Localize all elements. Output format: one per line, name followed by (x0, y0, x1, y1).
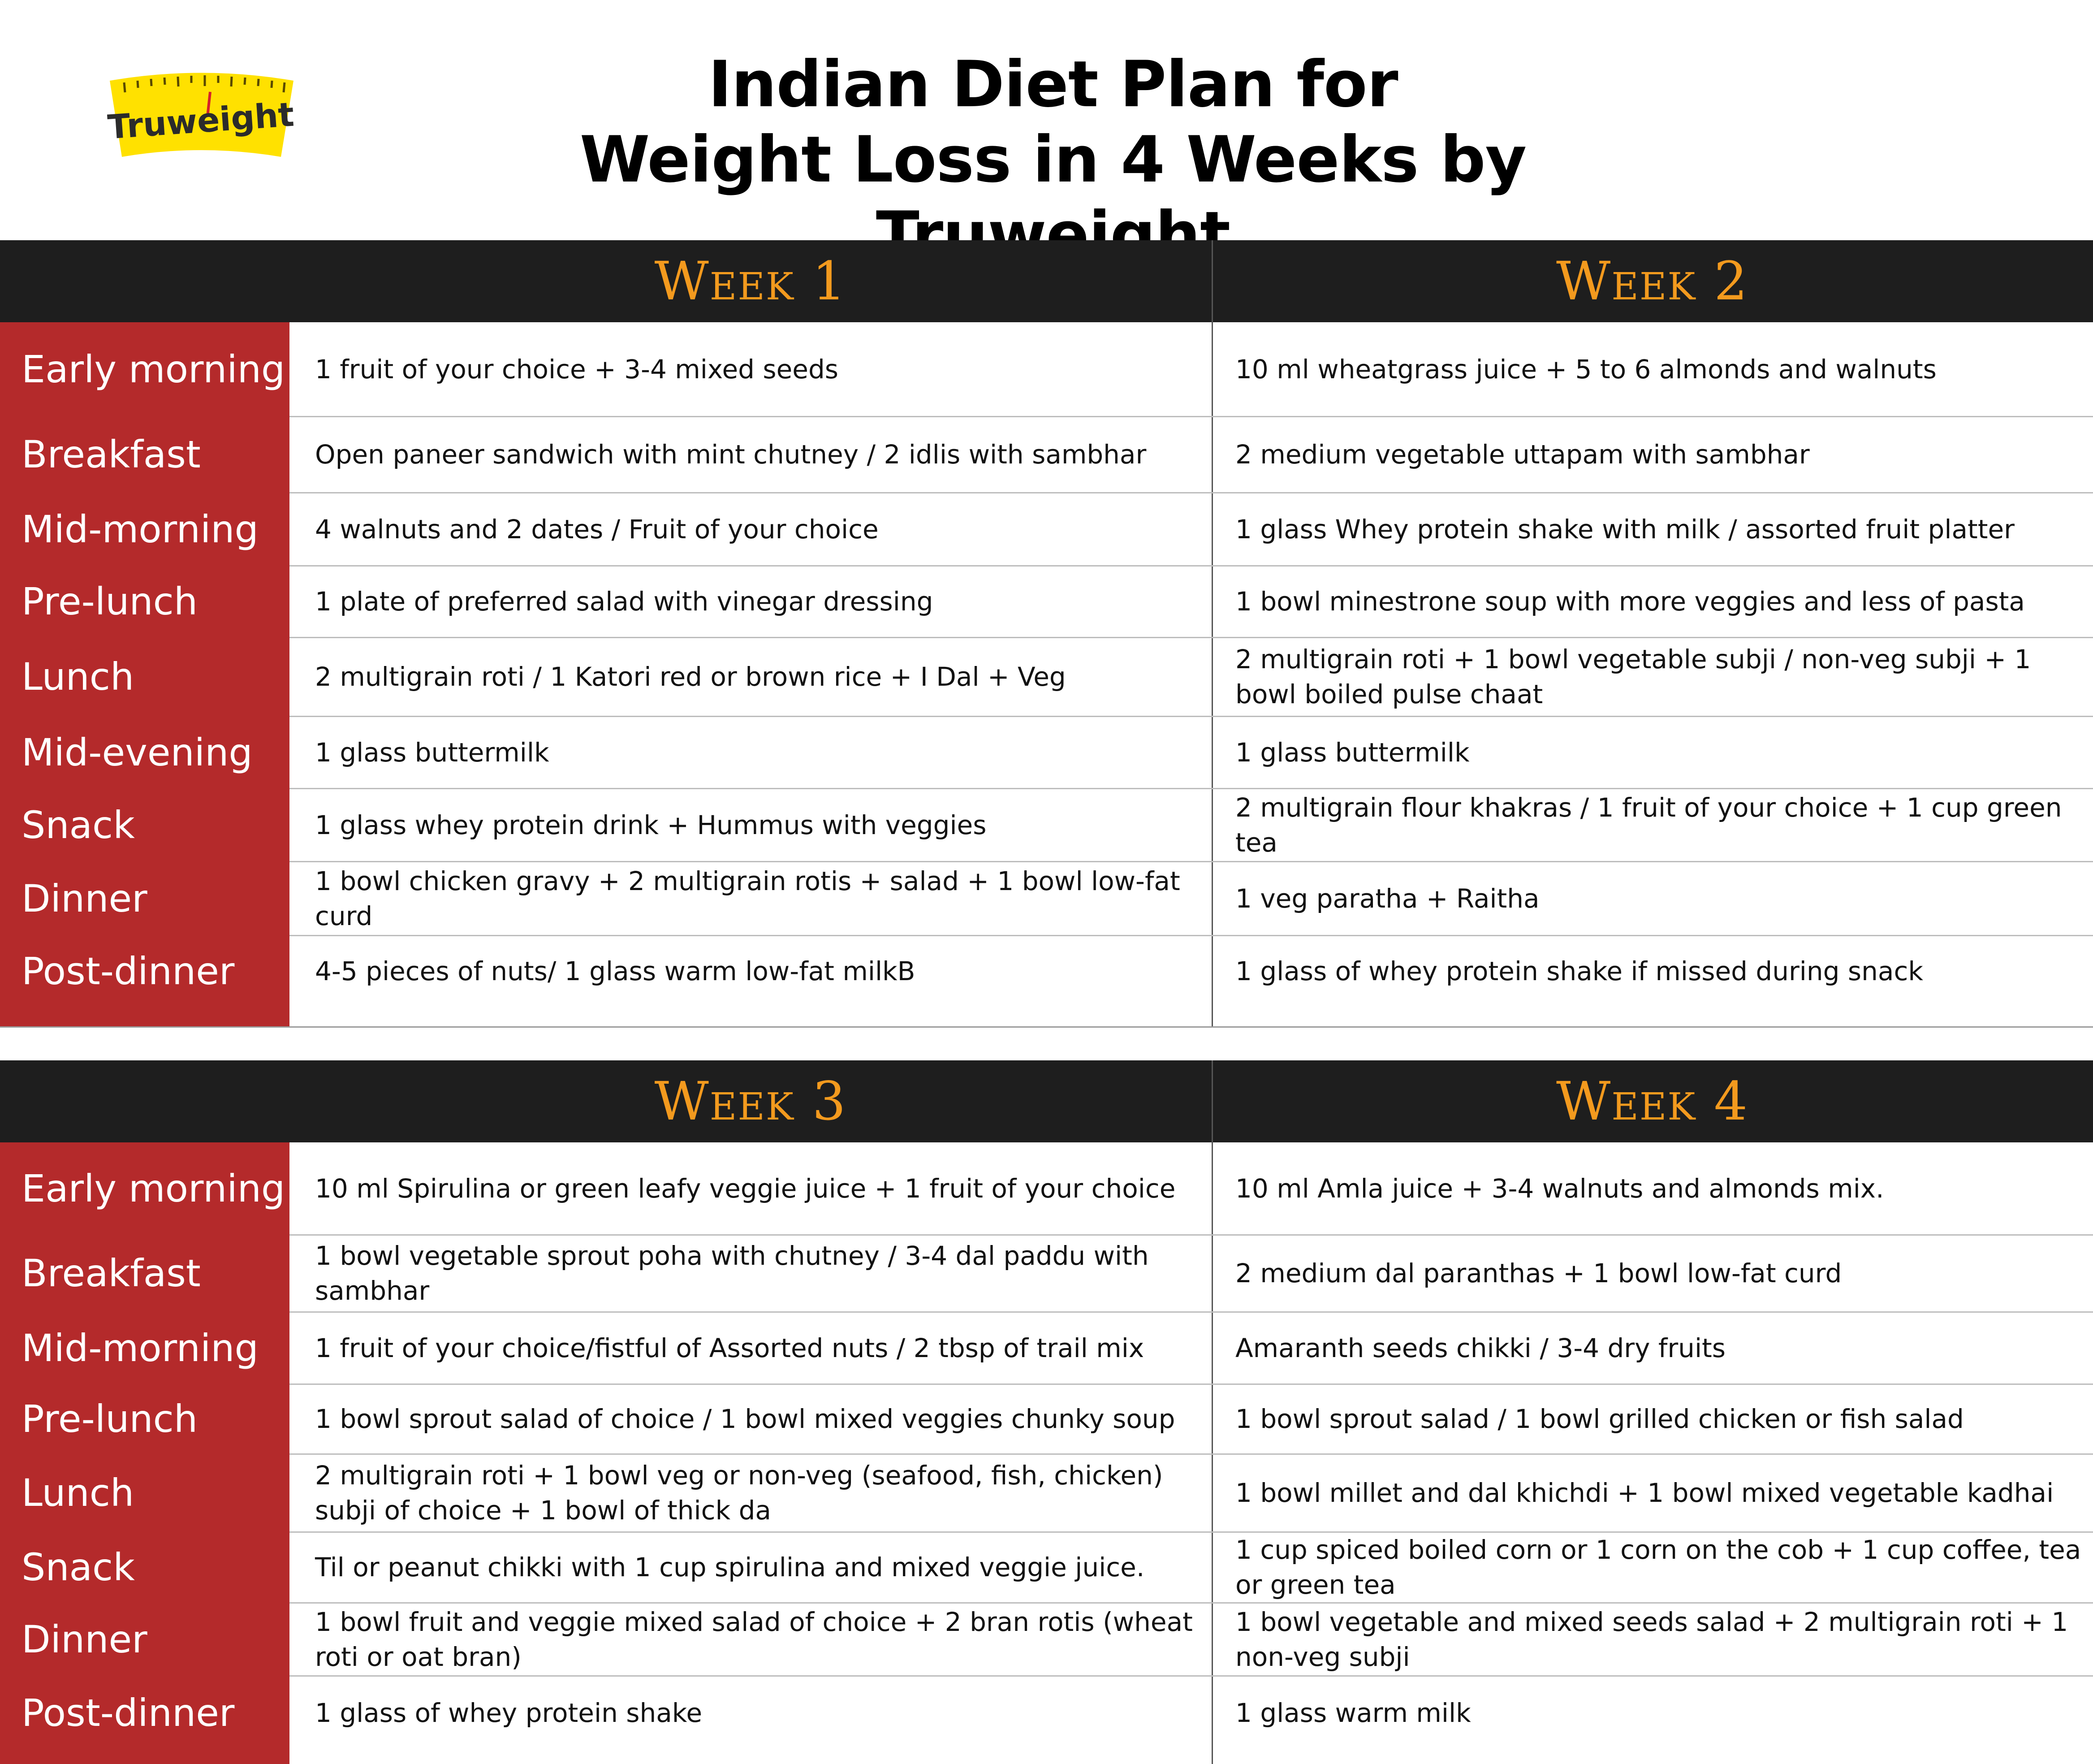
table-row: Pre-lunch 1 bowl sprout salad of choice … (0, 1384, 2093, 1454)
week-2-cell: 2 multigrain flour khakras / 1 fruit of … (1235, 792, 2062, 858)
week-2-cell: 1 veg paratha + Raitha (1235, 883, 1540, 914)
week-1-cell: 4-5 pieces of nuts/ 1 glass warm low-fat… (315, 956, 915, 986)
week-2-cell: 2 multigrain roti + 1 bowl vegetable sub… (1235, 644, 2031, 709)
table-row: Lunch 2 multigrain roti / 1 Katori red o… (0, 637, 2093, 716)
table-row: Breakfast Open paneer sandwich with mint… (0, 416, 2093, 493)
week-2-cell: 10 ml wheatgrass juice + 5 to 6 almonds … (1235, 354, 1937, 385)
week-3-cell: 1 bowl fruit and veggie mixed salad of c… (315, 1606, 1193, 1672)
week-4-cell: 10 ml Amla juice + 3-4 walnuts and almon… (1235, 1173, 1884, 1204)
column-divider (1212, 240, 1213, 1026)
row-label: Post-dinner (22, 949, 235, 993)
week-3-cell: Til or peanut chikki with 1 cup spirulin… (315, 1552, 1145, 1582)
row-label: Breakfast (22, 432, 201, 476)
week-1-cell: 1 glass whey protein drink + Hummus with… (315, 809, 987, 840)
table-row: Post-dinner 4-5 pieces of nuts/ 1 glass … (0, 935, 2093, 1007)
week-3-title: Week 3 (654, 1070, 847, 1132)
meal-label-column (0, 1142, 289, 1764)
table-row: Early morning 10 ml Spirulina or green l… (0, 1142, 2093, 1235)
table-row: Snack Til or peanut chikki with 1 cup sp… (0, 1532, 2093, 1603)
week-3-cell: 2 multigrain roti + 1 bowl veg or non-ve… (315, 1460, 1163, 1526)
week-4-title: Week 4 (1556, 1070, 1749, 1132)
week-4-cell: 1 glass warm milk (1235, 1698, 1471, 1728)
row-divider (289, 788, 2093, 789)
row-divider (289, 716, 2093, 717)
row-label: Mid-morning (22, 1326, 259, 1370)
row-label: Dinner (22, 876, 147, 921)
title-line-1: Indian Diet Plan for (708, 48, 1398, 121)
table-row: Snack 1 glass whey protein drink + Hummu… (0, 788, 2093, 861)
week-4-cell: 1 bowl millet and dal khichdi + 1 bowl m… (1235, 1478, 2054, 1508)
week-1-cell: 1 fruit of your choice + 3-4 mixed seeds (315, 354, 839, 385)
row-divider (289, 935, 2093, 936)
row-label: Mid-morning (22, 507, 259, 551)
week-2-cell: 1 glass of whey protein shake if missed … (1235, 956, 1923, 986)
meal-label-column (0, 322, 289, 1026)
week-1-cell: 1 bowl chicken gravy + 2 multigrain roti… (315, 865, 1180, 931)
week-4-cell: 2 medium dal paranthas + 1 bowl low-fat … (1235, 1258, 1842, 1288)
row-divider (289, 565, 2093, 566)
week-2-title: Week 2 (1556, 250, 1749, 312)
week-3-cell: 10 ml Spirulina or green leafy veggie ju… (315, 1173, 1176, 1204)
week-3-cell: 1 bowl vegetable sprout poha with chutne… (315, 1241, 1149, 1306)
table-row: Mid-evening 1 glass buttermilk 1 glass b… (0, 716, 2093, 788)
week-4-cell: 1 bowl sprout salad / 1 bowl grilled chi… (1235, 1404, 1964, 1434)
week-header-bar: Week 3 Week 4 (0, 1060, 2093, 1142)
week-1-cell: Open paneer sandwich with mint chutney /… (315, 439, 1147, 470)
row-label: Snack (22, 1545, 135, 1589)
row-divider (289, 1602, 2093, 1604)
week-4-cell: 1 bowl vegetable and mixed seeds salad +… (1235, 1606, 2068, 1672)
row-divider (289, 1675, 2093, 1677)
weeks-3-4-table: Week 3 Week 4 Early morning 10 ml Spirul… (0, 1060, 2093, 1764)
week-1-cell: 1 plate of preferred salad with vinegar … (315, 586, 933, 617)
week-4-cell: Amaranth seeds chikki / 3-4 dry fruits (1235, 1332, 1726, 1363)
row-label: Early morning (22, 1167, 285, 1211)
column-divider (1212, 1060, 1213, 1764)
row-label: Early morning (22, 347, 285, 391)
row-divider (289, 1384, 2093, 1385)
table-row: Mid-morning 1 fruit of your choice/fistf… (0, 1312, 2093, 1384)
row-divider (289, 1453, 2093, 1455)
row-label: Breakfast (22, 1251, 201, 1295)
week-2-cell: 1 glass Whey protein shake with milk / a… (1235, 514, 2015, 545)
week-1-cell: 1 glass buttermilk (315, 737, 549, 768)
row-divider (289, 1234, 2093, 1236)
truweight-logo: Truweight (106, 67, 297, 166)
row-divider (289, 416, 2093, 417)
row-label: Dinner (22, 1617, 147, 1661)
row-label: Lunch (22, 1471, 134, 1515)
week-1-title: Week 1 (654, 250, 847, 312)
week-3-cell: 1 bowl sprout salad of choice / 1 bowl m… (315, 1404, 1175, 1434)
week-3-cell: 1 fruit of your choice/fistful of Assort… (315, 1332, 1144, 1363)
week-4-cell: 1 cup spiced boiled corn or 1 corn on th… (1235, 1535, 2081, 1600)
week-2-cell: 1 glass buttermilk (1235, 737, 1470, 768)
week-3-cell: 1 glass of whey protein shake (315, 1698, 702, 1728)
table-row: Pre-lunch 1 plate of preferred salad wit… (0, 566, 2093, 637)
row-divider (289, 637, 2093, 638)
week-1-cell: 4 walnuts and 2 dates / Fruit of your ch… (315, 514, 879, 545)
page-title: Indian Diet Plan for Weight Loss in 4 We… (403, 47, 1703, 273)
row-label: Pre-lunch (22, 579, 198, 623)
row-divider (289, 492, 2093, 493)
table-row: Post-dinner 1 glass of whey protein shak… (0, 1676, 2093, 1750)
week-2-cell: 2 medium vegetable uttapam with sambhar (1235, 439, 1810, 470)
table-row: Lunch 2 multigrain roti + 1 bowl veg or … (0, 1454, 2093, 1532)
table-row: Breakfast 1 bowl vegetable sprout poha w… (0, 1235, 2093, 1312)
week-1-cell: 2 multigrain roti / 1 Katori red or brow… (315, 662, 1066, 692)
row-divider (289, 1531, 2093, 1533)
row-label: Mid-evening (22, 730, 253, 774)
row-label: Pre-lunch (22, 1397, 198, 1441)
row-label: Snack (22, 803, 135, 847)
table-bottom-border (0, 1026, 2093, 1028)
week-2-cell: 1 bowl minestrone soup with more veggies… (1235, 586, 2025, 617)
table-row: Early morning 1 fruit of your choice + 3… (0, 322, 2093, 416)
table-row: Dinner 1 bowl chicken gravy + 2 multigra… (0, 861, 2093, 935)
weeks-1-2-table: Week 1 Week 2 Early morning 1 fruit of y… (0, 240, 2093, 1029)
week-header-bar: Week 1 Week 2 (0, 240, 2093, 322)
row-label: Lunch (22, 655, 134, 699)
table-row: Mid-morning 4 walnuts and 2 dates / Frui… (0, 493, 2093, 566)
table-row: Dinner 1 bowl fruit and veggie mixed sal… (0, 1603, 2093, 1676)
row-divider (289, 861, 2093, 862)
row-divider (289, 1311, 2093, 1313)
row-label: Post-dinner (22, 1691, 235, 1735)
